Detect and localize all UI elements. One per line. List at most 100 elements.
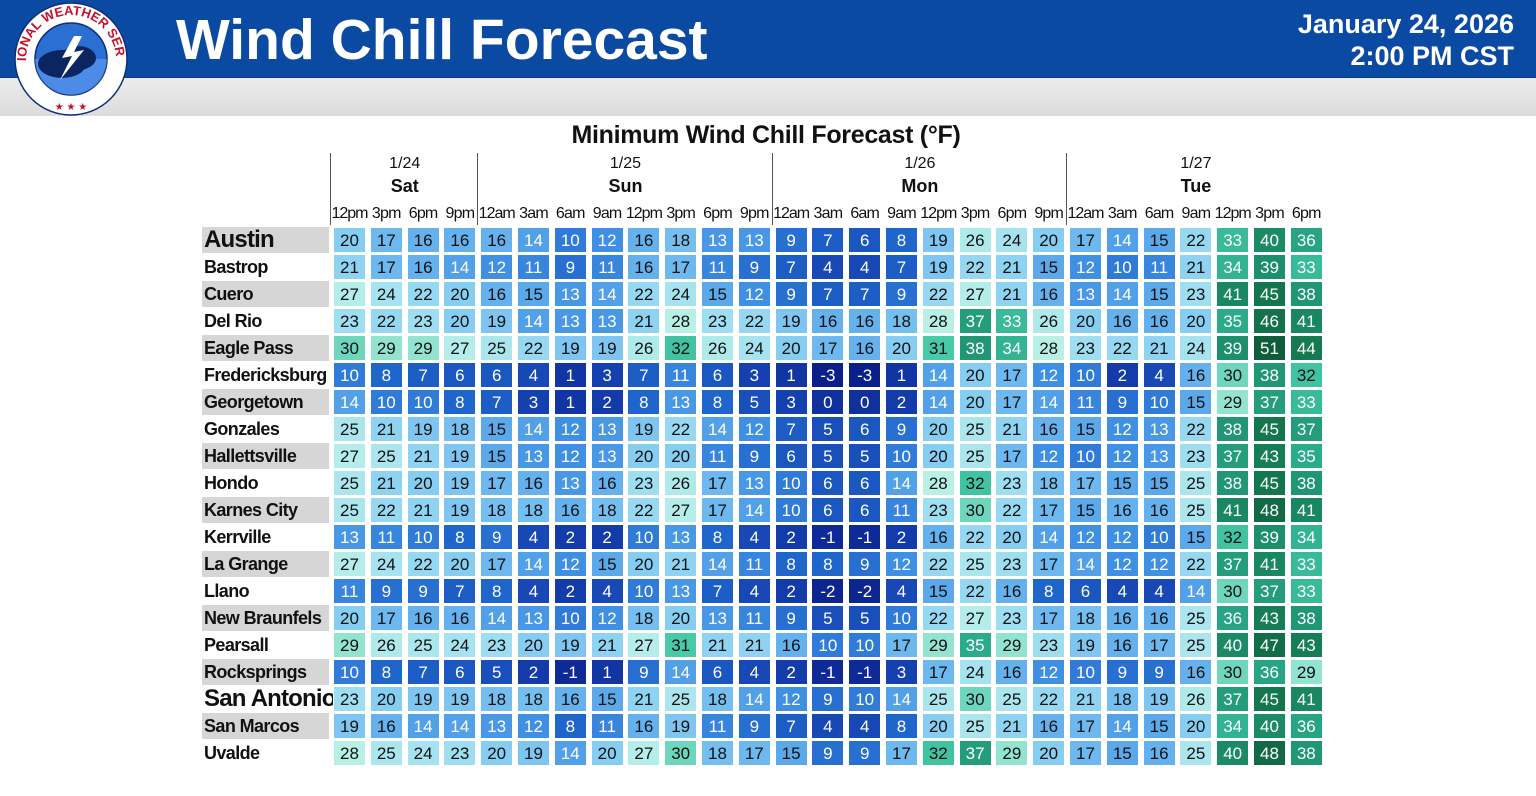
- wind-chill-cell: 23: [333, 308, 366, 334]
- wind-chill-cell: 17: [737, 740, 771, 766]
- wind-chill-cell: 30: [958, 686, 992, 712]
- wind-chill-cell: 12: [480, 254, 514, 280]
- wind-chill-cell: 16: [848, 335, 882, 361]
- wind-chill-cell: 19: [627, 416, 661, 442]
- wind-chill-cell: 15: [517, 281, 550, 307]
- wind-chill-cell: 9: [627, 659, 661, 685]
- wind-chill-cell: 22: [995, 497, 1029, 523]
- wind-chill-cell: 2: [517, 659, 550, 685]
- wind-chill-cell: 23: [406, 308, 440, 334]
- time-header: 12am: [1067, 205, 1104, 222]
- wind-chill-cell: 48: [1253, 497, 1286, 523]
- wind-chill-cell: 20: [1032, 227, 1066, 253]
- wind-chill-cell: 37: [1216, 686, 1250, 712]
- wind-chill-cell: 22: [406, 281, 440, 307]
- wind-chill-cell: 14: [517, 416, 550, 442]
- wind-chill-cell: 9: [1105, 659, 1139, 685]
- wind-chill-cell: 10: [333, 659, 366, 685]
- wind-chill-cell: 33: [1289, 578, 1323, 604]
- wind-chill-cell: 27: [958, 281, 992, 307]
- table-row: Hondo 25 21 20 19 17 16 13 16 23 26 17 13 10 6 6 14 28 32 2…: [202, 470, 1332, 496]
- wind-chill-cell: 21: [627, 308, 661, 334]
- wind-chill-cell: 43: [1253, 443, 1286, 469]
- wind-chill-cell: 7: [701, 578, 734, 604]
- wind-chill-cell: 25: [921, 686, 955, 712]
- wind-chill-cell: 18: [1069, 605, 1102, 631]
- wind-chill-cell: 13: [590, 443, 624, 469]
- wind-chill-cell: 31: [921, 335, 955, 361]
- wind-chill-cell: 24: [1179, 335, 1213, 361]
- wind-chill-cell: 24: [406, 740, 440, 766]
- wind-chill-cell: 24: [369, 281, 403, 307]
- wind-chill-cell: -2: [811, 578, 845, 604]
- wind-chill-cell: 4: [848, 713, 882, 739]
- wind-chill-cell: 45: [1253, 470, 1286, 496]
- wind-chill-cell: 18: [701, 686, 734, 712]
- wind-chill-cell: 25: [1179, 470, 1213, 496]
- wind-chill-cell: 29: [1289, 659, 1323, 685]
- wind-chill-cell: 12: [1105, 443, 1139, 469]
- wind-chill-cell: 13: [664, 389, 698, 415]
- wind-chill-cell: 13: [333, 524, 366, 550]
- wind-chill-cell: 15: [590, 686, 624, 712]
- day-header-sat: 1/24 Sat: [331, 153, 478, 199]
- time-header: 12am: [478, 205, 516, 222]
- wind-chill-cell: 10: [774, 470, 808, 496]
- wind-chill-cell: 13: [590, 416, 624, 442]
- time-header: 9am: [887, 205, 917, 222]
- wind-chill-cell: 2: [590, 524, 624, 550]
- wind-chill-cell: 15: [921, 578, 955, 604]
- wind-chill-cell: 22: [921, 281, 955, 307]
- wind-chill-cell: 7: [480, 389, 514, 415]
- wind-chill-cell: 3: [885, 659, 918, 685]
- wind-chill-cell: 9: [774, 605, 808, 631]
- wind-chill-cell: 2: [553, 578, 587, 604]
- wind-chill-cell: 19: [406, 416, 440, 442]
- wind-chill-cell: 14: [737, 686, 771, 712]
- wind-chill-cell: 4: [737, 578, 771, 604]
- wind-chill-cell: 31: [664, 632, 698, 658]
- city-label: San Marcos: [202, 713, 329, 739]
- table-row: Gonzales 25 21 19 18 15 14 12 13 19 22 14 12 7 5 6 9 20 25…: [202, 416, 1332, 442]
- wind-chill-cell: 14: [885, 470, 918, 496]
- chart-title: Minimum Wind Chill Forecast (°F): [571, 121, 961, 149]
- wind-chill-cell: 15: [1032, 254, 1066, 280]
- wind-chill-cell: 17: [995, 389, 1029, 415]
- wind-chill-cell: 13: [1069, 281, 1102, 307]
- wind-chill-cell: 16: [443, 605, 477, 631]
- wind-chill-cell: 8: [701, 389, 734, 415]
- wind-chill-cell: 23: [701, 308, 734, 334]
- wind-chill-cell: 25: [333, 416, 366, 442]
- wind-chill-cell: 41: [1216, 497, 1250, 523]
- wind-chill-cell: 6: [811, 470, 845, 496]
- city-label: La Grange: [202, 551, 329, 577]
- wind-chill-cell: 28: [921, 470, 955, 496]
- time-header: 6pm: [997, 205, 1028, 222]
- wind-chill-cell: 11: [590, 713, 624, 739]
- wind-chill-cell: 36: [1216, 605, 1250, 631]
- wind-chill-cell: 21: [995, 416, 1029, 442]
- wind-chill-cell: 5: [848, 443, 882, 469]
- wind-chill-cell: 36: [1253, 659, 1286, 685]
- wind-chill-cell: 6: [701, 362, 734, 388]
- table-row: Austin 20 17 16 16 16 14 10 12 16 18 13 13 9 7 6 8 19 26 24…: [202, 227, 1332, 253]
- table-row: San Antonio 23 20 19 19 18 18 16 15 21 25 18 14 12 9 10…: [202, 686, 1332, 712]
- wind-chill-cell: 25: [1179, 632, 1213, 658]
- wind-chill-cell: 14: [921, 362, 955, 388]
- time-header: 6am: [555, 205, 586, 222]
- wind-chill-cell: 38: [1289, 281, 1323, 307]
- wind-chill-cell: 17: [701, 470, 734, 496]
- wind-chill-cell: 18: [627, 605, 661, 631]
- day-separator: [477, 153, 479, 225]
- wind-chill-cell: 27: [627, 740, 661, 766]
- wind-chill-cell: 9: [553, 254, 587, 280]
- time-header: 3pm: [371, 205, 402, 222]
- wind-chill-cell: 38: [1289, 470, 1323, 496]
- time-header: 12am: [773, 205, 810, 222]
- wind-chill-cell: 20: [627, 551, 661, 577]
- wind-chill-cell: 22: [664, 416, 698, 442]
- wind-chill-cell: 26: [627, 335, 661, 361]
- wind-chill-cell: 8: [1032, 578, 1066, 604]
- city-label: Pearsall: [204, 635, 269, 655]
- time-header: 9pm: [1034, 205, 1064, 222]
